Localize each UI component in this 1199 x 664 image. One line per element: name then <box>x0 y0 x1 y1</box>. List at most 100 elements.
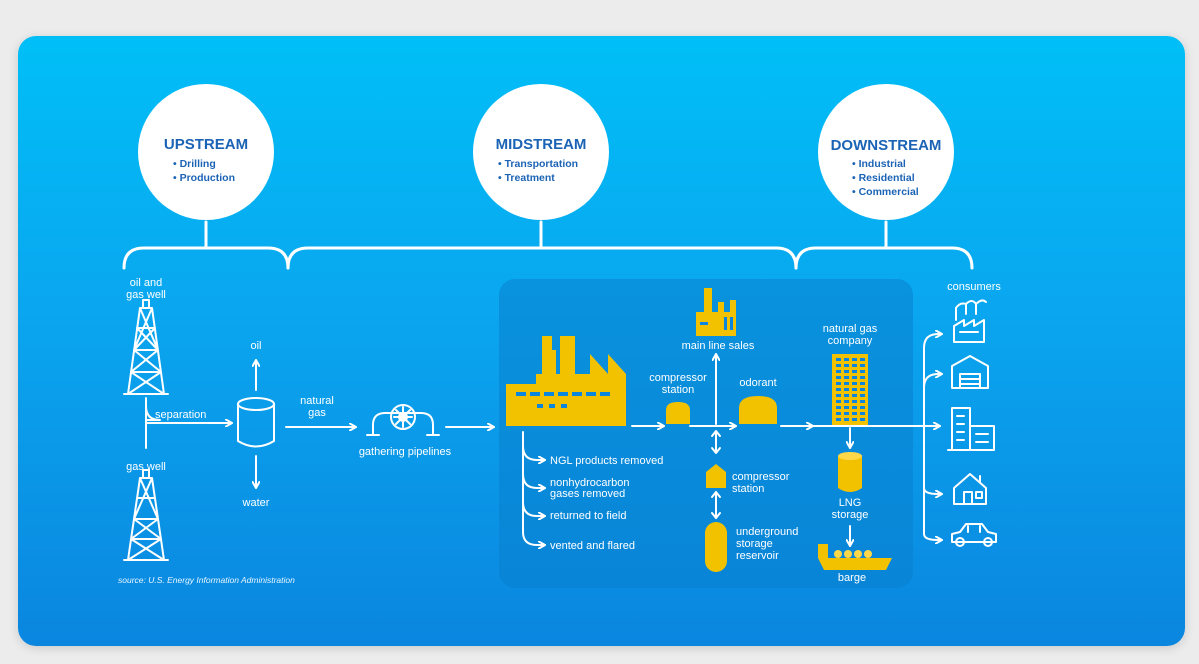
label-nonhydrocarbon: gases removed <box>550 488 625 500</box>
stage-title: UPSTREAM <box>164 136 248 153</box>
factory-icon <box>696 288 736 336</box>
odorant-tank-icon <box>739 396 777 424</box>
label-separation: separation <box>155 409 206 421</box>
building-window <box>852 376 857 379</box>
office-building-icon <box>832 354 868 426</box>
house-icon <box>953 473 987 505</box>
tank-icon <box>237 397 275 448</box>
source-credit: source: U.S. Energy Information Administ… <box>118 575 295 585</box>
label-natural-gas: natural <box>300 395 334 407</box>
building-window <box>844 370 849 373</box>
building-window <box>844 364 849 367</box>
compressor-icon <box>666 402 690 424</box>
label-vented-flared: vented and flared <box>550 540 635 552</box>
industrial-consumer-icon <box>953 299 987 343</box>
building-window <box>852 394 857 397</box>
building-window <box>852 388 857 391</box>
label-natural-gas-company: company <box>828 335 873 347</box>
label-compressor-station-1: station <box>662 384 694 396</box>
building-window <box>844 400 849 403</box>
building-window <box>860 358 865 361</box>
label-consumers: consumers <box>947 281 1001 293</box>
building-window <box>836 358 841 361</box>
label-underground-storage: storage <box>736 538 773 550</box>
label-returned-to-field: returned to field <box>550 510 626 522</box>
building-window <box>860 382 865 385</box>
building-window <box>852 400 857 403</box>
building-window <box>844 412 849 415</box>
commercial-building-icon <box>947 407 995 451</box>
label-natural-gas: gas <box>308 407 326 419</box>
label-ngl-removed: NGL products removed <box>550 455 663 467</box>
building-window <box>836 376 841 379</box>
stage-brackets <box>122 220 974 270</box>
building-window <box>844 406 849 409</box>
building-window <box>860 370 865 373</box>
barge-icon <box>818 544 892 570</box>
label-water: water <box>242 497 270 509</box>
label-main-line-sales: main line sales <box>682 340 755 352</box>
building-window <box>844 394 849 397</box>
stage-item: • Residential <box>852 172 915 184</box>
label-underground-storage: underground <box>736 526 798 538</box>
gas-derrick-icon <box>123 469 169 561</box>
label-compressor-station-1: compressor <box>649 372 707 384</box>
label-lng-storage: storage <box>832 509 869 521</box>
downstream-circle: DOWNSTREAM • Industrial • Residential • … <box>818 84 954 220</box>
upstream-circle: UPSTREAM • Drilling • Production <box>138 84 274 220</box>
building-window <box>852 370 857 373</box>
warehouse-consumer-icon <box>951 355 989 389</box>
label-underground-storage: reservoir <box>736 550 779 562</box>
building-window <box>844 376 849 379</box>
pipeline-valve-icon <box>366 404 440 436</box>
removed-products-branches <box>522 431 543 545</box>
natural-gas-supply-chain-diagram: UPSTREAM • Drilling • Production MIDSTRE… <box>118 84 1001 588</box>
building-window <box>836 412 841 415</box>
lng-tank-icon <box>838 452 862 492</box>
building-window <box>836 406 841 409</box>
building-window <box>852 418 857 421</box>
label-compressor-station-2: station <box>732 483 764 495</box>
building-window <box>852 412 857 415</box>
label-odorant: odorant <box>739 377 776 389</box>
building-window <box>852 358 857 361</box>
building-window <box>860 406 865 409</box>
diagram-card: UPSTREAM • Drilling • Production MIDSTRE… <box>18 36 1185 646</box>
label-oil-gas-well: gas well <box>126 289 166 301</box>
label-compressor-station-2: compressor <box>732 471 790 483</box>
label-lng-storage: LNG <box>839 497 862 509</box>
underground-reservoir-icon <box>705 522 727 572</box>
building-window <box>860 418 865 421</box>
oil-derrick-icon <box>123 299 169 395</box>
building-window <box>852 364 857 367</box>
midstream-panel <box>499 279 913 588</box>
building-window <box>860 376 865 379</box>
stage-item: • Transportation <box>498 158 578 170</box>
midstream-circle: MIDSTREAM • Transportation • Treatment <box>473 84 609 220</box>
building-window <box>860 412 865 415</box>
processing-plant-icon <box>506 336 626 426</box>
label-gathering-pipelines: gathering pipelines <box>359 446 452 458</box>
label-natural-gas-company: natural gas <box>823 323 878 335</box>
building-window <box>852 382 857 385</box>
stage-title: DOWNSTREAM <box>831 137 942 154</box>
stage-item: • Treatment <box>498 172 555 184</box>
building-window <box>860 400 865 403</box>
building-window <box>836 418 841 421</box>
building-window <box>852 406 857 409</box>
stage-item: • Production <box>173 172 235 184</box>
label-gas-well: gas well <box>126 461 166 473</box>
stage-item: • Drilling <box>173 158 216 170</box>
label-oil-gas-well: oil and <box>130 277 162 289</box>
building-window <box>844 418 849 421</box>
building-window <box>836 370 841 373</box>
building-window <box>860 394 865 397</box>
building-window <box>860 364 865 367</box>
building-window <box>836 382 841 385</box>
label-oil: oil <box>250 340 261 352</box>
building-window <box>836 364 841 367</box>
stage-item: • Industrial <box>852 158 906 170</box>
stage-item: • Commercial <box>852 186 919 198</box>
label-nonhydrocarbon: nonhydrocarbon <box>550 477 630 489</box>
car-icon <box>951 523 997 547</box>
